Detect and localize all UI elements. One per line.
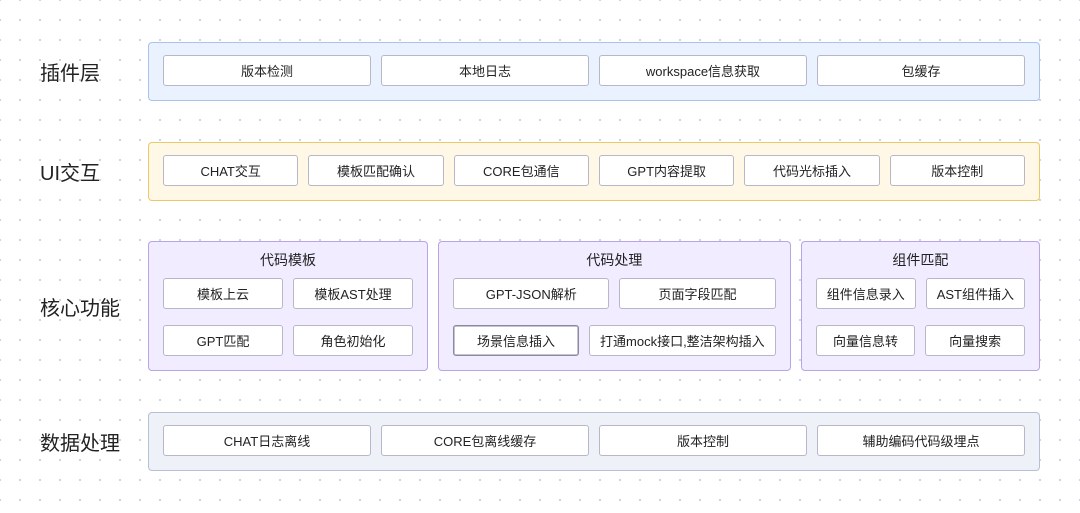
- box-row: 模板上云模板AST处理: [163, 278, 413, 309]
- box-core-0-0-0: 模板上云: [163, 278, 283, 309]
- group-core-2: 组件匹配组件信息录入AST组件插入向量信息转向量搜索: [801, 241, 1040, 371]
- row-ui: UI交互 CHAT交互模板匹配确认 CORE包通信 GPT内容提取代码光标插入版本控制: [40, 142, 1040, 201]
- box-row: 版本检测本地日志 workspace信息获取包缓存: [163, 55, 1025, 86]
- box-core-2-1-0: 向量信息转: [816, 325, 916, 356]
- box-row: GPT匹配角色初始化: [163, 325, 413, 356]
- box-data-0-0-0: CHAT日志离线: [163, 425, 371, 456]
- box-row: 向量信息转向量搜索: [816, 325, 1025, 356]
- box-plugin-0-0-3: 包缓存: [817, 55, 1025, 86]
- row-plugin: 插件层 版本检测本地日志 workspace信息获取包缓存: [40, 42, 1040, 101]
- group-core-1: 代码处理GPT-JSON解析页面字段匹配场景信息插入打通mock接口,整洁架构插…: [438, 241, 791, 371]
- box-row: CHAT日志离线 CORE包离线缓存版本控制辅助编码代码级埋点: [163, 425, 1025, 456]
- row-body-data: CHAT日志离线 CORE包离线缓存版本控制辅助编码代码级埋点: [148, 412, 1040, 471]
- group-data-0: CHAT日志离线 CORE包离线缓存版本控制辅助编码代码级埋点: [148, 412, 1040, 471]
- group-plugin-0: 版本检测本地日志 workspace信息获取包缓存: [148, 42, 1040, 101]
- group-title-core-2: 组件匹配: [816, 250, 1025, 270]
- row-body-plugin: 版本检测本地日志 workspace信息获取包缓存: [148, 42, 1040, 101]
- box-data-0-0-2: 版本控制: [599, 425, 807, 456]
- row-label-core: 核心功能: [40, 241, 130, 371]
- row-label-ui: UI交互: [40, 142, 130, 201]
- box-core-1-0-1: 页面字段匹配: [619, 278, 775, 309]
- box-ui-0-0-2: CORE包通信: [454, 155, 589, 186]
- box-data-0-0-3: 辅助编码代码级埋点: [817, 425, 1025, 456]
- box-plugin-0-0-2: workspace信息获取: [599, 55, 807, 86]
- box-row: 组件信息录入 AST组件插入: [816, 278, 1025, 309]
- box-ui-0-0-1: 模板匹配确认: [308, 155, 443, 186]
- group-core-0: 代码模板模板上云模板AST处理 GPT匹配角色初始化: [148, 241, 428, 371]
- box-core-2-0-0: 组件信息录入: [816, 278, 916, 309]
- box-core-1-0-0: GPT-JSON解析: [453, 278, 609, 309]
- box-core-1-1-1: 打通mock接口,整洁架构插入: [589, 325, 776, 356]
- group-title-core-0: 代码模板: [163, 250, 413, 270]
- box-core-0-1-1: 角色初始化: [293, 325, 413, 356]
- box-ui-0-0-4: 代码光标插入: [744, 155, 879, 186]
- diagram-stage: 插件层 版本检测本地日志 workspace信息获取包缓存 UI交互 CHAT交互模板匹…: [0, 0, 1080, 513]
- row-label-data: 数据处理: [40, 412, 130, 471]
- box-ui-0-0-3: GPT内容提取: [599, 155, 734, 186]
- box-core-2-1-1: 向量搜索: [925, 325, 1025, 356]
- row-data: 数据处理 CHAT日志离线 CORE包离线缓存版本控制辅助编码代码级埋点: [40, 412, 1040, 471]
- group-title-core-1: 代码处理: [453, 250, 776, 270]
- row-body-ui: CHAT交互模板匹配确认 CORE包通信 GPT内容提取代码光标插入版本控制: [148, 142, 1040, 201]
- box-core-0-1-0: GPT匹配: [163, 325, 283, 356]
- row-label-plugin: 插件层: [40, 42, 130, 101]
- row-core: 核心功能 代码模板模板上云模板AST处理 GPT匹配角色初始化 代码处理 GPT-JSO…: [40, 241, 1040, 371]
- row-body-core: 代码模板模板上云模板AST处理 GPT匹配角色初始化 代码处理 GPT-JSON解析页…: [148, 241, 1040, 371]
- group-ui-0: CHAT交互模板匹配确认 CORE包通信 GPT内容提取代码光标插入版本控制: [148, 142, 1040, 201]
- box-row: CHAT交互模板匹配确认 CORE包通信 GPT内容提取代码光标插入版本控制: [163, 155, 1025, 186]
- box-ui-0-0-0: CHAT交互: [163, 155, 298, 186]
- box-data-0-0-1: CORE包离线缓存: [381, 425, 589, 456]
- box-ui-0-0-5: 版本控制: [890, 155, 1025, 186]
- box-row: 场景信息插入打通mock接口,整洁架构插入: [453, 325, 776, 356]
- box-plugin-0-0-1: 本地日志: [381, 55, 589, 86]
- box-plugin-0-0-0: 版本检测: [163, 55, 371, 86]
- box-core-0-0-1: 模板AST处理: [293, 278, 413, 309]
- box-row: GPT-JSON解析页面字段匹配: [453, 278, 776, 309]
- box-core-2-0-1: AST组件插入: [926, 278, 1025, 309]
- box-core-1-1-0: 场景信息插入: [453, 325, 579, 356]
